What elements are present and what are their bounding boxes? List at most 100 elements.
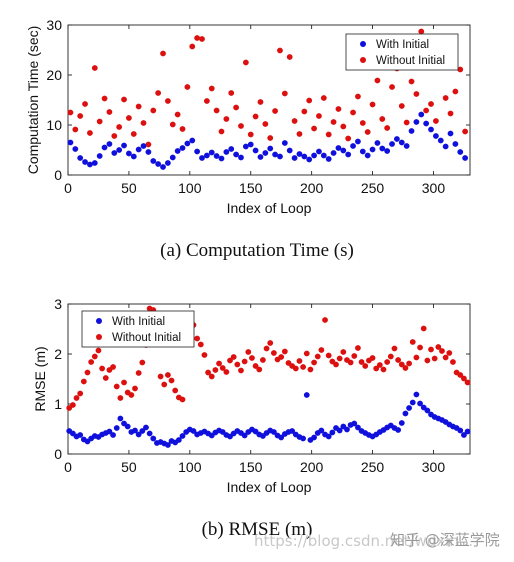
x-axis-label: Index of Loop [227,200,312,216]
x-tick-label: 200 [300,459,324,475]
data-point [296,151,303,157]
data-point [316,148,322,155]
data-point [252,147,259,154]
data-point [424,407,431,414]
data-point [88,359,95,365]
data-point [169,154,176,161]
data-point [351,353,358,359]
data-point [267,340,274,346]
data-point [126,115,132,121]
plot-frame [67,303,471,455]
data-point [413,91,420,97]
data-point [233,151,240,158]
data-point [362,363,369,369]
data-point [379,116,386,122]
data-point [351,420,358,427]
data-point [208,373,215,380]
data-point [77,155,84,161]
data-point [247,141,254,148]
data-point [355,93,361,100]
data-point [442,143,449,150]
data-point [194,35,201,41]
data-point [121,142,127,149]
data-point [418,28,425,35]
data-point [126,150,132,157]
data-point [228,90,235,96]
data-point [132,385,138,392]
data-point [91,65,98,71]
data-point [355,424,361,431]
data-point [150,107,157,114]
data-point [139,359,146,366]
data-point [345,151,352,158]
data-point [374,140,381,146]
data-point [80,378,87,385]
data-point [373,365,380,372]
chart-b: 0 50 100 150 200 250 300 0 1 2 3 Index of Loop RMSE … [32,296,471,495]
data-point [336,355,343,362]
data-point [311,359,317,366]
data-point [272,108,278,114]
data-point [241,432,248,439]
data-point [409,339,416,345]
data-point [96,118,103,125]
x-tick-label: 50 [121,180,137,196]
data-point [82,159,88,165]
data-point [384,148,391,154]
data-point [303,350,310,357]
data-point [461,432,467,438]
data-point [145,141,152,148]
chart-b-caption: (b) RMSE (m) [201,519,313,540]
legend-label: With Initial [112,316,165,328]
data-point [135,431,142,438]
data-point [121,379,127,386]
data-point [267,135,274,141]
watermark-brand: 知乎 @深蓝学院 [390,531,500,549]
data-point [135,103,142,110]
legend-marker [360,57,366,63]
data-point [413,391,420,398]
data-point [194,335,201,342]
data-point [457,427,464,434]
data-point [179,396,186,403]
data-point [464,379,471,386]
data-point [316,113,322,119]
data-point [160,164,166,170]
data-point [432,118,439,124]
data-point [277,47,283,54]
data-point [116,147,123,153]
legend-marker [96,334,102,340]
data-point [391,345,398,352]
data-point [72,126,79,133]
data-point [199,155,205,161]
data-point [408,128,415,134]
legend: With Initial Without Initial [81,310,195,348]
data-point [320,95,327,101]
data-point [387,353,394,360]
data-point [117,415,124,422]
data-point [161,381,168,388]
data-point [150,435,157,442]
series-without-initial [67,28,469,148]
data-point [135,146,142,153]
legend-label: With Initial [376,39,429,51]
data-point [174,148,181,154]
data-point [355,345,361,351]
data-point [395,427,402,433]
x-tick-label: 0 [64,180,72,196]
data-point [296,131,303,137]
legend-marker [96,318,102,324]
data-point [91,160,98,166]
y-tick-label: 20 [46,67,62,83]
y-tick-label: 0 [54,446,62,462]
data-point [345,135,352,142]
data-point [398,420,405,426]
data-point [435,344,442,350]
data-point [219,365,226,371]
data-point [340,123,347,130]
data-point [306,97,313,104]
data-point [95,347,102,354]
data-point [301,108,308,115]
x-tick-label: 250 [361,180,385,196]
data-point [157,373,164,380]
